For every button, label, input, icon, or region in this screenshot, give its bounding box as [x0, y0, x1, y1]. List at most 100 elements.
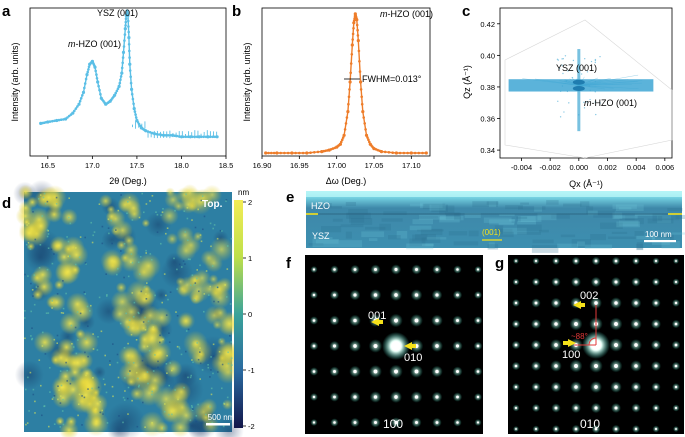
afm-pixel [101, 242, 104, 245]
afm-pixel [145, 252, 147, 254]
afm-pixel [56, 334, 59, 337]
data-point [121, 56, 125, 59]
data-point [406, 151, 409, 155]
saed-f-arrow-010 [404, 342, 416, 350]
afm-pixel [213, 224, 216, 226]
afm-pixel [92, 348, 95, 350]
afm-pixel [149, 253, 152, 255]
tem-grain [350, 218, 373, 225]
data-point [120, 71, 124, 75]
tem-grain [420, 228, 443, 236]
data-point [387, 151, 391, 154]
tem-grain [418, 215, 438, 219]
diffraction-spot [312, 344, 316, 348]
rsm-speckle [557, 59, 559, 61]
diffraction-spot [654, 385, 658, 389]
afm-pixel [152, 370, 155, 372]
tem-grain [672, 232, 685, 235]
afm-grain [52, 378, 71, 397]
tem-grain [468, 230, 479, 237]
afm-pixel [84, 293, 86, 295]
tem-grain [657, 215, 672, 224]
afm-pixel [166, 227, 169, 229]
diffraction-spot [414, 420, 419, 425]
data-point [301, 151, 305, 155]
afm-pixel [59, 395, 62, 397]
tem-grain [546, 200, 559, 205]
afm-pixel [25, 423, 27, 426]
panel-a: a 16.5 17.0 17.5 18.0 18.5 Intensity (arb. u… [2, 3, 233, 186]
data-point [170, 133, 175, 137]
panel-c-ysz-annotation: YSZ (001) [556, 63, 597, 73]
afm-pixel [144, 426, 146, 428]
panel-e-label: e [286, 189, 294, 206]
afm-pixel [90, 221, 92, 224]
afm-pixel [28, 410, 30, 412]
data-point [351, 32, 355, 36]
rsm-speckle [566, 90, 569, 93]
rsm-speckle [586, 101, 588, 103]
diffraction-spot [514, 406, 518, 410]
tem-grain [383, 211, 407, 215]
afm-pixel [161, 211, 164, 213]
data-point [117, 84, 121, 88]
data-point [133, 110, 137, 113]
afm-grain [116, 239, 127, 251]
diffraction-spot [515, 428, 517, 430]
afm-pixel [190, 284, 192, 287]
data-point [346, 110, 350, 114]
afm-pixel [195, 420, 197, 423]
afm-pixel [193, 284, 196, 286]
tem-grain [345, 202, 356, 206]
afm-grain [66, 292, 89, 316]
afm-pixel [165, 363, 168, 365]
data-point [77, 102, 81, 106]
tem-grain [619, 218, 644, 225]
diffraction-spot [574, 259, 578, 263]
tem-grain [557, 243, 579, 249]
diffraction-spot [554, 385, 558, 389]
afm-pixel [168, 413, 170, 416]
data-point [79, 97, 83, 100]
rsm-speckle [558, 67, 561, 70]
panel-c-ticks: -0.004 -0.002 0.000 0.002 0.004 0.006 0.34 0.36… [480, 20, 674, 172]
afm-pixel [41, 215, 44, 217]
tem-grain [654, 234, 674, 242]
afm-pixel [74, 263, 77, 266]
tem-grain [494, 225, 504, 232]
data-point [121, 50, 126, 55]
afm-pixel [34, 400, 36, 403]
afm-pixel [145, 293, 147, 295]
afm-pixel [98, 296, 101, 299]
data-point [119, 75, 123, 78]
afm-pixel [185, 350, 187, 353]
data-point [76, 105, 79, 108]
afm-grain [123, 353, 148, 378]
afm-grain [37, 186, 61, 209]
diffraction-spot [394, 293, 398, 297]
afm-pixel [212, 227, 214, 230]
diffraction-spot [373, 267, 378, 272]
afm-pixel [101, 225, 104, 228]
tem-grain [444, 212, 460, 219]
diffraction-spot [614, 280, 618, 284]
data-point [338, 142, 342, 146]
tem-grain [537, 213, 557, 221]
rsm-speckle [557, 100, 559, 102]
diffraction-spot [435, 344, 439, 348]
afm-pixel [102, 378, 105, 380]
afm-grain [221, 399, 233, 411]
diffraction-spot [574, 280, 578, 284]
afm-pixel [185, 193, 187, 196]
afm-pixel [176, 314, 179, 317]
tem-grain [426, 237, 447, 240]
diffraction-spot [312, 370, 316, 373]
diffraction-spot [312, 268, 316, 271]
afm-pixel [101, 409, 103, 412]
data-point [113, 93, 117, 97]
data-point [357, 49, 361, 53]
saed-f-spot-001: 001 [368, 310, 386, 322]
data-point [64, 117, 68, 121]
diffraction-spot [373, 369, 378, 374]
data-point [358, 70, 362, 73]
